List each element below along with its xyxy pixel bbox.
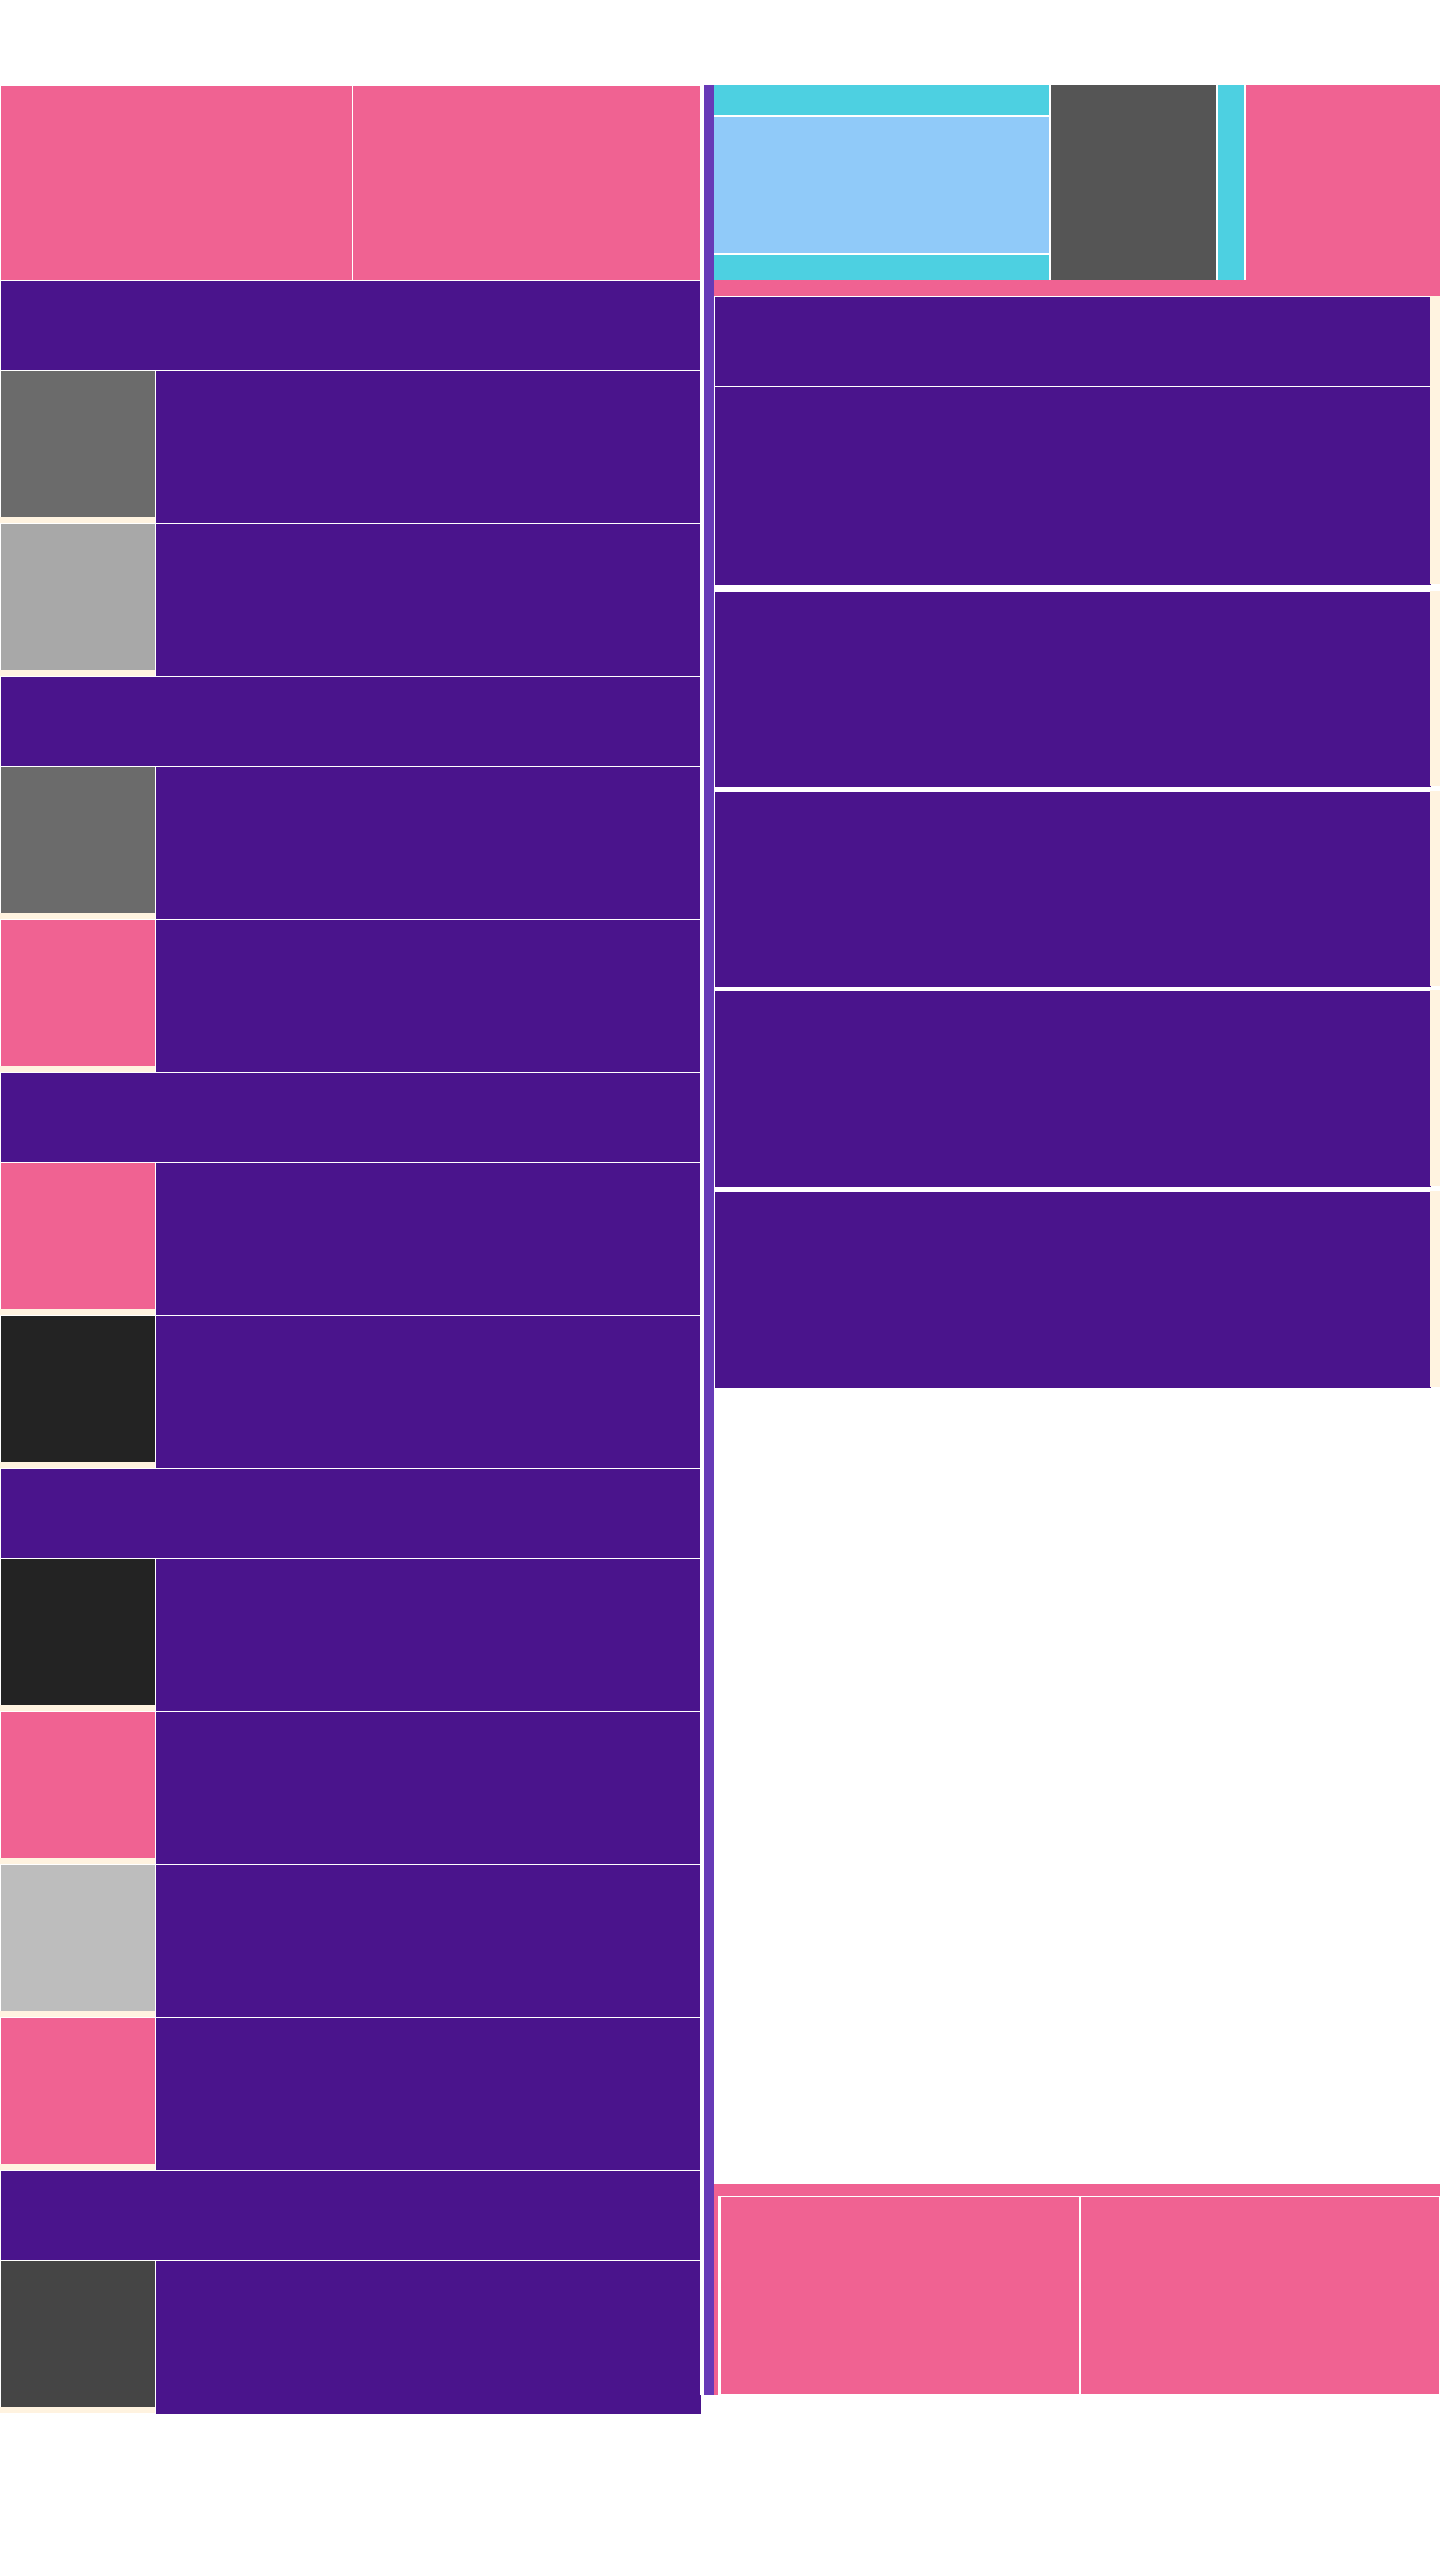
thumbnail-shadow bbox=[0, 1462, 155, 1468]
section-header[interactable] bbox=[0, 1072, 702, 1164]
bottom-tile-1[interactable] bbox=[720, 2196, 1080, 2395]
content-card[interactable] bbox=[714, 296, 1432, 388]
left-feed bbox=[0, 85, 702, 2415]
list-item[interactable] bbox=[0, 1315, 702, 1470]
item-body[interactable] bbox=[155, 766, 702, 921]
item-thumbnail[interactable] bbox=[0, 1558, 157, 1710]
item-body[interactable] bbox=[155, 370, 702, 525]
right-header-banner bbox=[714, 85, 1440, 280]
hero-tile-1[interactable] bbox=[0, 85, 354, 282]
list-item[interactable] bbox=[0, 1864, 702, 2019]
list-item[interactable] bbox=[0, 1711, 702, 1866]
item-thumbnail[interactable] bbox=[0, 370, 157, 522]
thumbnail-shadow bbox=[0, 517, 155, 523]
item-thumbnail[interactable] bbox=[0, 1315, 157, 1467]
banner-gap bbox=[1049, 85, 1051, 280]
content-card[interactable] bbox=[714, 791, 1432, 988]
item-thumbnail[interactable] bbox=[0, 1162, 157, 1314]
section-list bbox=[0, 85, 702, 2415]
thumbnail-shadow bbox=[0, 1309, 155, 1315]
item-thumbnail[interactable] bbox=[0, 523, 157, 675]
section-header[interactable] bbox=[0, 1468, 702, 1560]
item-thumbnail[interactable] bbox=[0, 766, 157, 918]
item-thumbnail[interactable] bbox=[0, 1711, 157, 1863]
item-body[interactable] bbox=[155, 1711, 702, 1866]
content-card[interactable] bbox=[714, 591, 1432, 788]
hero-tile-2[interactable] bbox=[352, 85, 702, 282]
bottom-tile-2[interactable] bbox=[1080, 2196, 1440, 2395]
banner-gap-3 bbox=[1244, 85, 1246, 280]
thumbnail-shadow bbox=[0, 1066, 155, 1072]
item-body[interactable] bbox=[155, 2017, 702, 2172]
list-item[interactable] bbox=[0, 1558, 702, 1713]
card-edge bbox=[1430, 990, 1440, 1186]
bottom-tile-row bbox=[714, 2196, 1440, 2395]
thumbnail-shadow bbox=[0, 1705, 155, 1711]
thumbnail-shadow bbox=[0, 2407, 155, 2413]
thumbnail-shadow bbox=[0, 670, 155, 676]
list-item[interactable] bbox=[0, 370, 702, 525]
card-edge bbox=[1430, 1191, 1440, 1387]
banner-gap-2 bbox=[1216, 85, 1218, 280]
item-thumbnail[interactable] bbox=[0, 1864, 157, 2016]
content-card[interactable] bbox=[714, 386, 1432, 586]
card-edge bbox=[1430, 296, 1440, 386]
section-header[interactable] bbox=[0, 280, 702, 372]
item-body[interactable] bbox=[155, 523, 702, 678]
list-item[interactable] bbox=[0, 919, 702, 1074]
item-body[interactable] bbox=[155, 1315, 702, 1470]
banner-pink-tile[interactable] bbox=[1246, 85, 1440, 280]
section-header[interactable] bbox=[0, 2170, 702, 2262]
thumbnail-shadow bbox=[0, 2164, 155, 2170]
item-thumbnail[interactable] bbox=[0, 919, 157, 1071]
item-thumbnail[interactable] bbox=[0, 2017, 157, 2169]
thumbnail-shadow bbox=[0, 1858, 155, 1864]
card-edge bbox=[1430, 386, 1440, 584]
section-header[interactable] bbox=[0, 676, 702, 768]
thumbnail-shadow bbox=[0, 913, 155, 919]
item-thumbnail[interactable] bbox=[0, 2260, 157, 2412]
banner-underline bbox=[714, 280, 1440, 296]
list-item[interactable] bbox=[0, 1162, 702, 1317]
content-card[interactable] bbox=[714, 1191, 1432, 1389]
content-card[interactable] bbox=[714, 990, 1432, 1188]
item-body[interactable] bbox=[155, 1558, 702, 1713]
item-body[interactable] bbox=[155, 1162, 702, 1317]
item-body[interactable] bbox=[155, 2260, 702, 2415]
list-item[interactable] bbox=[0, 2017, 702, 2172]
bottom-divider bbox=[714, 2184, 1440, 2196]
card-edge bbox=[1430, 791, 1440, 986]
thumbnail-shadow bbox=[0, 2011, 155, 2017]
list-item[interactable] bbox=[0, 766, 702, 921]
item-body[interactable] bbox=[155, 919, 702, 1074]
column-divider bbox=[704, 85, 714, 2395]
banner-image[interactable] bbox=[714, 115, 1049, 255]
card-edge bbox=[1430, 591, 1440, 786]
list-item[interactable] bbox=[0, 523, 702, 678]
banner-cyan-strip bbox=[1218, 85, 1244, 280]
bottom-edge-strip bbox=[714, 2196, 720, 2395]
column-gap bbox=[700, 85, 704, 2395]
item-body[interactable] bbox=[155, 1864, 702, 2019]
list-item[interactable] bbox=[0, 2260, 702, 2415]
banner-thumbnail[interactable] bbox=[1051, 85, 1216, 280]
